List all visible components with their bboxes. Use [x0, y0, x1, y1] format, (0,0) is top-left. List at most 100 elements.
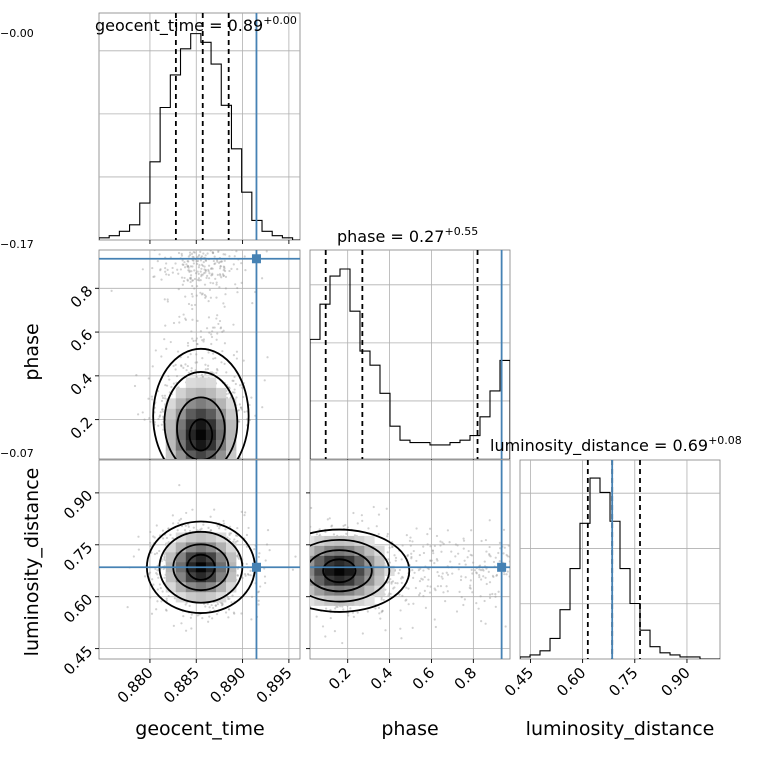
- sample-point: [185, 369, 188, 372]
- sample-point: [214, 357, 217, 360]
- sample-point: [169, 533, 172, 536]
- density-cell: [175, 419, 187, 431]
- sample-point: [491, 574, 495, 577]
- sample-point: [204, 295, 208, 298]
- sample-point: [450, 550, 453, 553]
- sample-point: [223, 305, 226, 308]
- sample-point: [233, 391, 236, 394]
- sample-point: [264, 581, 267, 585]
- sample-point: [205, 327, 209, 330]
- sample-point: [151, 398, 154, 401]
- sample-point: [211, 282, 215, 285]
- sample-point: [485, 582, 488, 586]
- sample-point: [165, 609, 168, 612]
- density-cell: [374, 585, 385, 596]
- sample-point: [163, 556, 166, 560]
- sample-point: [180, 364, 183, 367]
- sample-point: [227, 597, 230, 601]
- sample-point: [301, 578, 303, 580]
- sample-point: [344, 523, 347, 527]
- sample-point: [164, 324, 167, 327]
- sample-point: [196, 259, 200, 263]
- sample-point: [182, 615, 185, 618]
- y-tick-label: 0.45: [60, 642, 96, 678]
- sample-point: [399, 627, 402, 630]
- sample-point: [224, 611, 228, 614]
- sample-point: [404, 599, 407, 602]
- sample-point: [384, 588, 387, 591]
- density-cell: [205, 398, 217, 410]
- sample-point: [227, 616, 230, 619]
- sample-point: [213, 262, 216, 266]
- sample-point: [224, 293, 227, 296]
- sample-point: [470, 554, 474, 557]
- sample-point: [210, 333, 213, 336]
- sample-point: [228, 538, 231, 541]
- sample-point: [212, 357, 215, 360]
- density-cell: [205, 387, 217, 399]
- sample-point: [153, 536, 156, 539]
- density-cell: [374, 575, 385, 586]
- title-param: phase: [337, 227, 385, 246]
- sample-point: [160, 278, 163, 281]
- sample-point: [207, 299, 210, 303]
- sample-point: [495, 573, 499, 577]
- sample-point: [446, 529, 449, 532]
- sample-point: [393, 586, 396, 589]
- sample-point: [199, 250, 202, 253]
- sample-point: [426, 543, 429, 546]
- sample-point: [215, 283, 218, 286]
- title-eq: =: [204, 16, 228, 35]
- sample-point: [329, 608, 332, 612]
- density-cell: [226, 398, 237, 410]
- sample-point: [203, 268, 206, 271]
- sample-point: [406, 553, 410, 557]
- sample-point: [183, 266, 187, 269]
- tick-marks: [95, 492, 290, 663]
- sample-point: [386, 535, 389, 538]
- sample-point: [191, 284, 194, 288]
- density-cell: [364, 545, 375, 557]
- sample-point: [180, 365, 183, 368]
- sample-point: [423, 589, 426, 592]
- sample-point: [253, 548, 256, 551]
- sample-point: [332, 533, 336, 536]
- sample-point: [218, 525, 222, 528]
- density-cell: [185, 398, 197, 410]
- sample-point: [196, 270, 199, 273]
- sample-point: [236, 291, 239, 294]
- sample-point: [433, 561, 436, 565]
- tick-marks: [306, 492, 474, 663]
- panel-frame: [98, 12, 301, 241]
- density-cell: [195, 582, 207, 593]
- sample-point: [391, 580, 395, 583]
- sample-point: [219, 327, 222, 330]
- sample-point: [192, 259, 195, 262]
- sample-point: [196, 529, 199, 532]
- sample-point: [464, 563, 467, 566]
- sample-point: [304, 579, 306, 581]
- sample-point: [170, 385, 173, 389]
- sample-point: [192, 262, 195, 265]
- sample-point: [190, 330, 193, 333]
- sample-point: [211, 371, 214, 374]
- sample-point: [193, 303, 197, 307]
- sample-point: [229, 532, 233, 535]
- sample-point: [217, 261, 221, 264]
- density-cell: [205, 592, 217, 603]
- sample-point: [387, 580, 390, 583]
- sample-point: [211, 273, 214, 276]
- density-cell: [215, 450, 227, 459]
- sample-point: [498, 559, 501, 563]
- sample-point: [222, 519, 225, 523]
- sample-point: [204, 271, 207, 274]
- sample-point: [137, 535, 140, 538]
- sample-point: [389, 578, 392, 581]
- sample-point: [126, 606, 129, 609]
- sample-point: [411, 540, 414, 543]
- sample-point: [165, 273, 168, 276]
- sample-point: [155, 572, 158, 575]
- sample-point: [172, 624, 175, 627]
- density-map: [165, 377, 237, 459]
- sample-point: [508, 575, 510, 578]
